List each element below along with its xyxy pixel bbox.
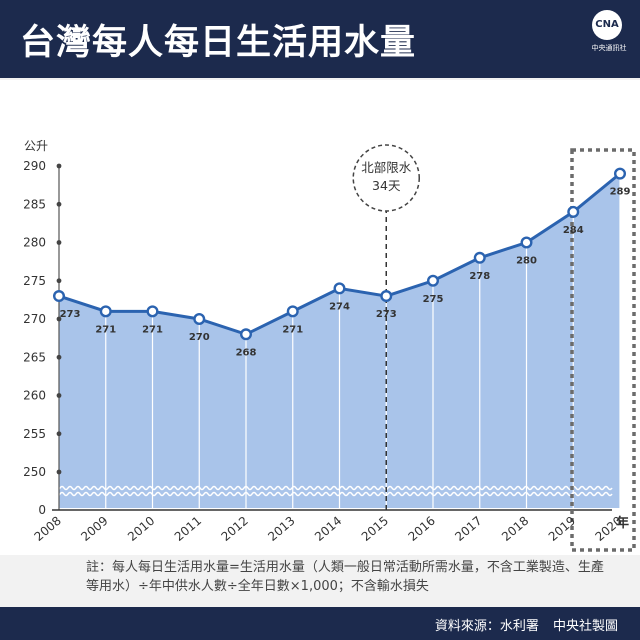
annotation-circle (352, 144, 420, 212)
data-point (53, 290, 66, 303)
highlight-box (570, 148, 636, 552)
data-point (567, 205, 580, 218)
y-tick-label: 260 (23, 389, 46, 403)
data-label: 273 (60, 309, 81, 320)
data-label: 271 (142, 324, 163, 335)
data-point (520, 236, 533, 249)
y-tick-dot (56, 469, 62, 475)
data-point (239, 328, 252, 341)
y-tick-label: 275 (23, 274, 46, 288)
y-tick-dot (56, 316, 62, 322)
footer-bar: 資料來源：水利署 中央社製圖 (0, 607, 640, 640)
data-label: 280 (516, 256, 537, 267)
y-tick-label: 265 (23, 350, 46, 364)
y-tick-label: 255 (23, 427, 46, 441)
data-point (193, 312, 206, 325)
data-point (614, 167, 627, 180)
data-point (473, 251, 486, 264)
source-line: 資料來源：水利署 中央社製圖 (425, 615, 618, 634)
source-text: 資料來源：水利署 (434, 619, 539, 634)
y-tick-label: 250 (23, 465, 46, 479)
y-tick-label: 290 (23, 159, 46, 173)
y-tick-label: 0 (38, 503, 46, 517)
header-bar: 台灣每人每日生活用水量 CNA 中央通訊社 (0, 0, 640, 78)
data-label: 268 (236, 347, 257, 358)
data-label: 275 (423, 294, 444, 305)
data-point (380, 290, 393, 303)
data-label: 274 (329, 301, 350, 312)
data-point (286, 305, 299, 318)
y-tick-dot (56, 431, 62, 437)
logo-text: 中央通訊社 (591, 44, 627, 52)
credit-text: 中央社製圖 (552, 619, 618, 634)
data-label: 270 (189, 332, 210, 343)
page-title: 台灣每人每日生活用水量 (20, 23, 417, 63)
annotation-label-line1: 北部限水 (361, 160, 412, 175)
data-point (99, 305, 112, 318)
data-label: 284 (563, 225, 584, 236)
data-label: 278 (469, 271, 490, 282)
y-tick-dot (56, 278, 62, 284)
logo-badge: CNA (592, 10, 622, 40)
axis-break-line (51, 485, 613, 491)
data-point (333, 282, 346, 295)
y-tick-label: 280 (23, 236, 46, 250)
y-tick-label: 285 (23, 197, 46, 211)
y-tick-dot (56, 393, 62, 398)
data-label: 289 (610, 187, 631, 198)
data-point (427, 274, 440, 287)
y-tick-dot (56, 201, 62, 207)
data-point (146, 305, 159, 318)
y-axis-unit: 公升 (24, 139, 48, 153)
cna-logo: CNA 中央通訊社 (588, 10, 630, 62)
y-tick-dot (56, 240, 62, 245)
footnote: 註：每人每日生活用水量=生活用水量（人類一般日常活動所需水量，不含工業製造、生產… (86, 560, 604, 594)
data-label: 271 (95, 324, 116, 335)
y-tick-dot (56, 163, 62, 169)
annotation-label-line2: 34天 (372, 178, 401, 193)
x-axis-unit: 年 (616, 515, 629, 531)
data-label: 271 (282, 324, 303, 335)
axis-break-line (51, 491, 613, 497)
y-tick-label: 270 (23, 312, 46, 326)
y-tick-dot (56, 354, 62, 360)
data-label: 273 (376, 309, 397, 320)
